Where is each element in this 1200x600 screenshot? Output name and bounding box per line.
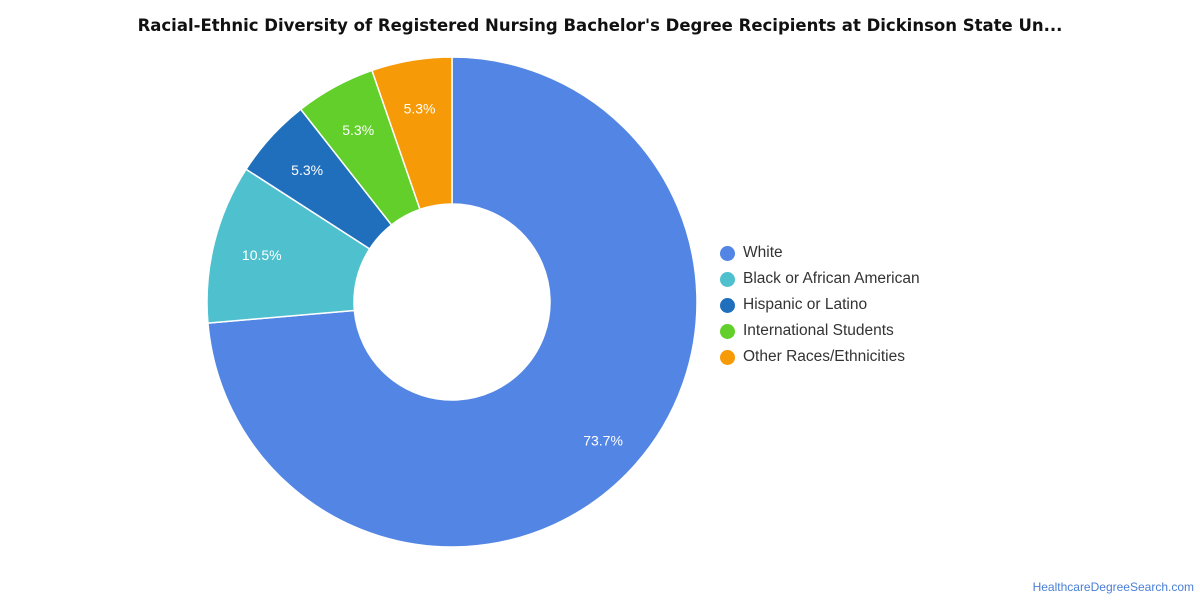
slice-label-hispanic-or-latino: 5.3% [291,162,323,178]
legend-item-international-students[interactable]: International Students [720,318,920,344]
legend-swatch-icon [720,245,735,261]
legend-item-hispanic-or-latino[interactable]: Hispanic or Latino [720,292,920,318]
chart-legend: White Black or African American Hispanic o… [720,240,920,370]
legend-label: Other Races/Ethnicities [743,348,905,365]
slice-label-international-students: 5.3% [342,122,374,138]
legend-label: Black or African American [743,270,920,287]
legend-swatch-icon [720,349,735,365]
legend-swatch-icon [720,271,735,287]
legend-item-other-races-ethnicities[interactable]: Other Races/Ethnicities [720,344,920,370]
chart-title: Racial-Ethnic Diversity of Registered Nu… [137,16,1063,35]
legend-item-black-or-african-american[interactable]: Black or African American [720,266,920,292]
slice-label-white: 73.7% [583,433,623,449]
slice-label-other-races-ethnicities: 5.3% [404,101,436,117]
legend-label: White [743,244,783,261]
source-credit[interactable]: HealthcareDegreeSearch.com [1032,580,1194,594]
legend-swatch-icon [720,297,735,313]
slice-other-races-ethnicities[interactable] [371,56,453,211]
legend-label: International Students [743,322,894,339]
legend-swatch-icon [720,323,735,339]
slice-white[interactable] [207,56,698,548]
legend-item-white[interactable]: White [720,240,920,266]
slice-label-black-or-african-american: 10.5% [242,247,282,263]
slice-black-or-african-american[interactable] [206,168,371,324]
legend-label: Hispanic or Latino [743,296,868,313]
